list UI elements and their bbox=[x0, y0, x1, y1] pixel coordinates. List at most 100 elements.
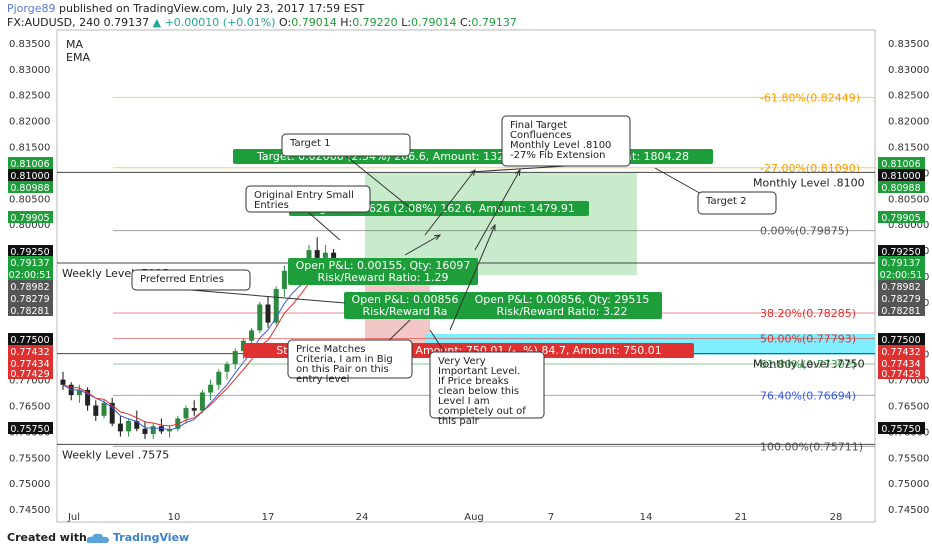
price-change: +0.00010 (+0.01%) bbox=[164, 16, 276, 29]
key-level-label: Monthly Level .7750 bbox=[753, 358, 865, 371]
price-tag-right: 0.79137 bbox=[881, 258, 920, 269]
y-tick-right: 0.74500 bbox=[888, 505, 929, 516]
price-tag-left: 0.81006 bbox=[10, 159, 49, 170]
open-pnl-2-bg bbox=[344, 292, 466, 319]
price-tag-right-bg bbox=[878, 268, 925, 280]
price-tag-right-bg bbox=[878, 181, 925, 193]
fib-level-label: -27.00%(0.81090) bbox=[760, 162, 860, 175]
y-tick-left: 0.75000 bbox=[9, 479, 50, 490]
quote-line: FX:AUDUSD, 240 0.79137 ▲ +0.00010 (+0.01… bbox=[7, 16, 517, 29]
ema-line bbox=[62, 268, 351, 427]
callout-very-important-text: clean below this bbox=[438, 386, 519, 397]
last-price: 0.79137 bbox=[103, 16, 150, 29]
low-label: L: bbox=[401, 16, 412, 29]
x-tick: 24 bbox=[356, 512, 369, 523]
price-tag-right-bg bbox=[878, 292, 925, 304]
callout-very-important-text: If Price breaks bbox=[438, 376, 509, 387]
price-tag-left: 0.81000 bbox=[10, 171, 49, 182]
y-tick-right: 0.75500 bbox=[888, 453, 929, 464]
close-value: 0.79137 bbox=[471, 16, 517, 29]
x-tick: 28 bbox=[830, 512, 843, 523]
y-tick-right: 0.80000 bbox=[888, 220, 929, 231]
candle-up bbox=[240, 340, 246, 352]
tradingview-logo-text[interactable]: TradingView bbox=[113, 531, 190, 544]
price-tag-left: 0.78279 bbox=[10, 294, 49, 305]
arrow-head bbox=[469, 168, 476, 176]
open-label: O: bbox=[279, 16, 292, 29]
y-tick-left: 0.74500 bbox=[9, 505, 50, 516]
high-value: 0.79220 bbox=[352, 16, 398, 29]
price-tag-right: 0.80988 bbox=[881, 183, 920, 194]
publish-line: Pjorge89 published on TradingView.com, J… bbox=[7, 2, 364, 15]
arrow-head bbox=[490, 223, 496, 232]
callout-very-important-text: this pair bbox=[438, 416, 480, 427]
open-pnl-3-bg bbox=[462, 292, 662, 319]
candle-up bbox=[216, 371, 222, 385]
x-tick: Jul bbox=[67, 512, 80, 523]
projection-arrow bbox=[449, 224, 496, 331]
candle-up bbox=[257, 304, 263, 331]
candle-down bbox=[265, 304, 271, 323]
x-tick: 10 bbox=[168, 512, 181, 523]
candle-up bbox=[281, 270, 287, 289]
footer: Created with TradingView bbox=[0, 528, 932, 550]
projection-arrow bbox=[404, 234, 441, 256]
candle-down bbox=[191, 408, 197, 411]
fib-level-label: 61.80%(0.77302) bbox=[760, 358, 856, 371]
callout-price-matches-text: Criteria, I am in Big bbox=[296, 354, 393, 365]
price-tag-left: 0.80988 bbox=[10, 183, 49, 194]
callout-very-important-text: Level I am bbox=[438, 396, 490, 407]
candle-up bbox=[126, 421, 132, 432]
price-tag-left: 02:00:51 bbox=[9, 270, 52, 281]
candle-down bbox=[60, 379, 66, 385]
price-tag-right-bg bbox=[878, 169, 925, 181]
high-label: H: bbox=[340, 16, 353, 29]
y-tick-left: 0.82500 bbox=[9, 91, 50, 102]
candle-up bbox=[224, 364, 230, 372]
callout-original-entry-text: Entries bbox=[254, 200, 289, 211]
price-tag-right-bg bbox=[878, 345, 925, 357]
price-tag-right: 0.78279 bbox=[881, 294, 920, 305]
price-tag-left-bg bbox=[8, 256, 53, 268]
callout-target1-box bbox=[281, 133, 411, 157]
price-tag-right: 0.81006 bbox=[881, 159, 920, 170]
price-tag-right: 0.77429 bbox=[881, 369, 920, 380]
price-tag-right-bg bbox=[878, 157, 925, 169]
y-tick-right: 0.83500 bbox=[888, 39, 929, 50]
open-pnl-1-text: Open P&L: 0.00155, Qty: 16097 bbox=[296, 259, 471, 272]
author-link[interactable]: Pjorge89 bbox=[7, 2, 56, 15]
price-tag-left: 0.78982 bbox=[10, 282, 49, 293]
symbol-label: FX:AUDUSD, 240 bbox=[7, 16, 101, 29]
legend-ema: EMA bbox=[66, 51, 90, 64]
y-tick-left: 0.83000 bbox=[9, 65, 50, 76]
open-pnl-1-bg bbox=[288, 258, 478, 285]
callout-final-target-text: Monthly Level .8100 bbox=[510, 140, 611, 151]
callout-original-entry-text: Original Entry Small bbox=[254, 190, 354, 201]
y-tick-left: 0.76500 bbox=[9, 401, 50, 412]
price-tag-right: 0.78281 bbox=[881, 306, 920, 317]
candle-up bbox=[249, 330, 255, 341]
x-tick: 17 bbox=[262, 512, 275, 523]
candle-down bbox=[109, 402, 115, 424]
fib-level-label: 76.40%(0.76694) bbox=[760, 389, 856, 402]
y-tick-right: 0.83000 bbox=[888, 65, 929, 76]
callout-target2-text: Target 2 bbox=[705, 196, 746, 207]
price-tag-right-bg bbox=[878, 357, 925, 369]
created-with-label: Created with bbox=[7, 531, 87, 544]
y-tick-left: 0.77000 bbox=[9, 376, 50, 387]
price-tag-left: 0.77500 bbox=[10, 335, 49, 346]
price-tag-right: 0.77434 bbox=[881, 359, 920, 370]
fib-level-label: -61.80%(0.82449) bbox=[760, 91, 860, 104]
callout-very-important-box bbox=[429, 351, 545, 419]
candle-up bbox=[232, 351, 238, 365]
price-tag-right: 0.77432 bbox=[881, 347, 920, 358]
price-tag-right-bg bbox=[878, 422, 925, 434]
price-tag-left-bg bbox=[8, 169, 53, 181]
price-tag-right-bg bbox=[878, 256, 925, 268]
candle-up bbox=[101, 402, 107, 416]
price-tag-left: 0.75750 bbox=[10, 424, 49, 435]
price-tag-left: 0.77432 bbox=[10, 347, 49, 358]
price-tag-left: 0.79905 bbox=[10, 213, 49, 224]
y-tick-right: 0.80500 bbox=[888, 194, 929, 205]
